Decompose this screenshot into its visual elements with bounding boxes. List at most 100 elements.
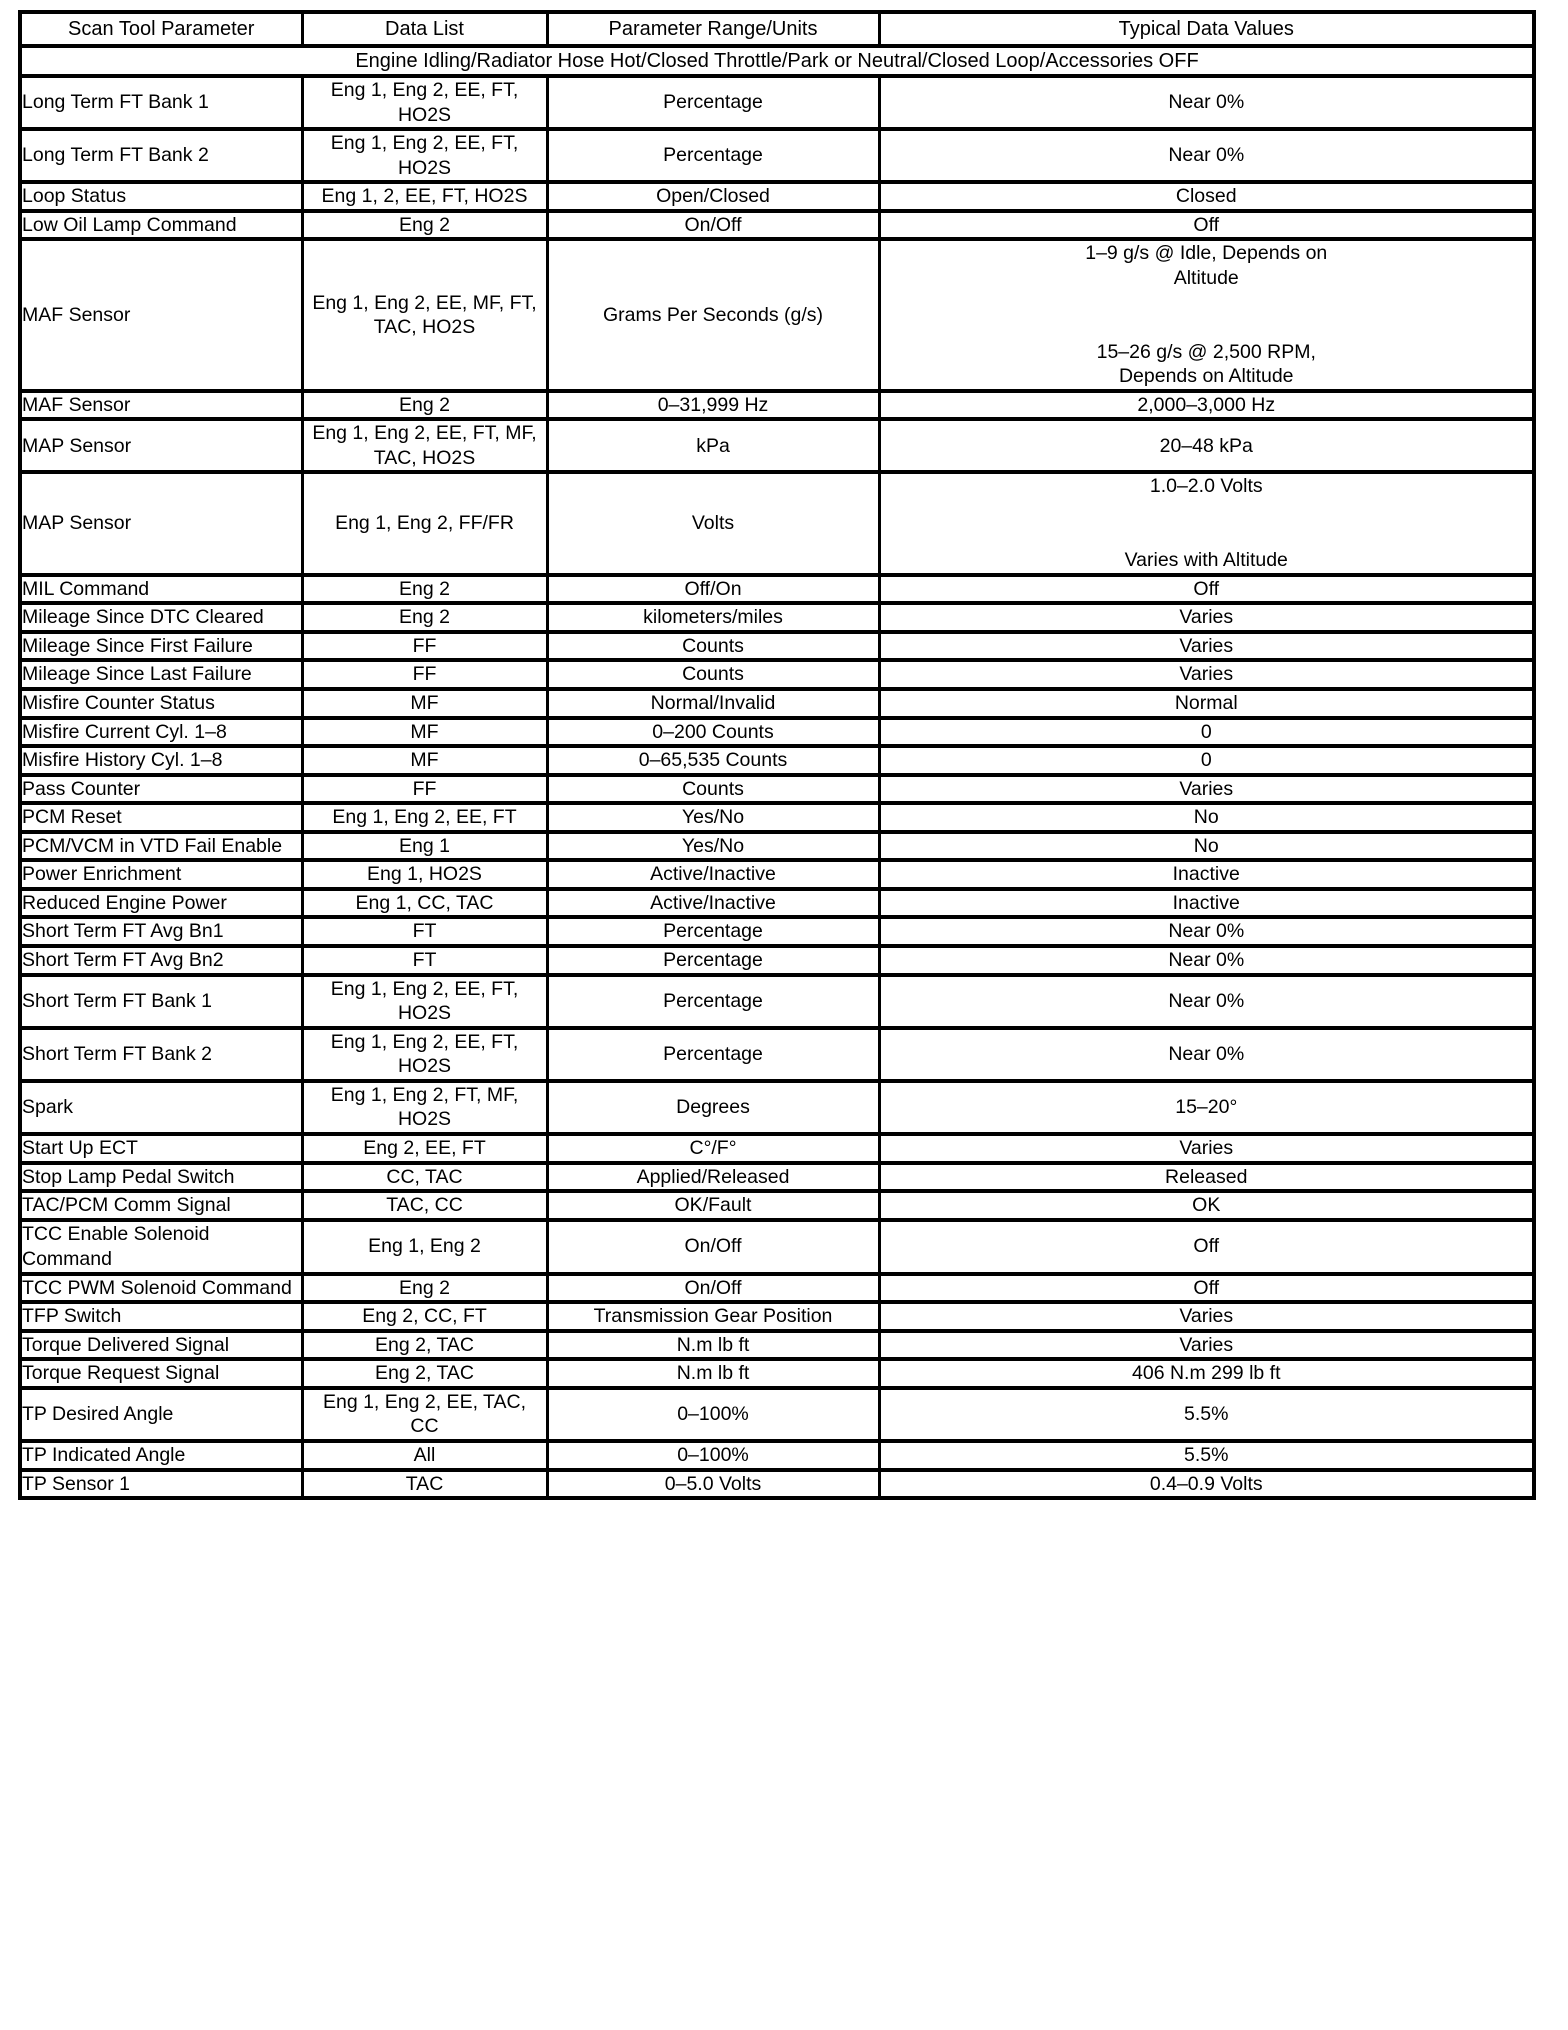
cell-typical-data-values: Varies (877, 772, 1536, 806)
cell-parameter-range-units: 0–100% (545, 1385, 881, 1444)
cell-scan-tool-parameter: Reduced Engine Power (18, 886, 304, 920)
cell-scan-tool-parameter: PCM Reset (18, 801, 304, 834)
cell-data-list: Eng 1, Eng 2, EE, FT, MF, TAC, HO2S (300, 417, 549, 475)
table-row: Reduced Engine Power Eng 1, CC, TAC Active… (18, 886, 1536, 920)
cell-data-list: Eng 1, CC, TAC (300, 886, 549, 920)
cell-data-list: TAC (300, 1467, 549, 1501)
cell-scan-tool-parameter: Low Oil Lamp Command (18, 208, 304, 242)
cell-data-list: Eng 2 (300, 1271, 549, 1305)
cell-typical-data-values: 0 (877, 744, 1536, 777)
cell-scan-tool-parameter: MAP Sensor (18, 470, 304, 577)
table-row: Long Term FT Bank 1 Eng 1, Eng 2, EE, FT,… (18, 73, 1536, 132)
table-row: Short Term FT Bank 1 Eng 1, Eng 2, EE, FT… (18, 972, 1536, 1030)
cell-data-list: FF (300, 772, 549, 806)
cell-scan-tool-parameter: TP Indicated Angle (18, 1439, 304, 1472)
cell-typical-data-values: 1.0–2.0 Volts Varies with Altitude (877, 470, 1536, 577)
cell-data-list: CC, TAC (300, 1160, 549, 1194)
table-row: Misfire Counter Status MF Normal/Invalid No… (18, 686, 1536, 720)
cell-parameter-range-units: Percentage (545, 127, 881, 185)
cell-scan-tool-parameter: TCC PWM Solenoid Command (18, 1271, 304, 1305)
table-row: Short Term FT Bank 2 Eng 1, Eng 2, EE, FT… (18, 1025, 1536, 1083)
cell-parameter-range-units: Grams Per Seconds (g/s) (545, 237, 881, 393)
cell-typical-data-values: Inactive (877, 858, 1536, 891)
cell-data-list: MF (300, 715, 549, 749)
cell-data-list: MF (300, 744, 549, 777)
cell-parameter-range-units: On/Off (545, 208, 881, 242)
cell-parameter-range-units: Open/Closed (545, 180, 881, 213)
cell-typical-data-values: Off (877, 1217, 1536, 1276)
table-row: PCM/VCM in VTD Fail Enable Eng 1 Yes/No No (18, 829, 1536, 863)
cell-typical-data-values: No (877, 829, 1536, 863)
cell-parameter-range-units: Counts (545, 629, 881, 663)
cell-parameter-range-units: Percentage (545, 972, 881, 1030)
table-row: MAP Sensor Eng 1, Eng 2, EE, FT, MF, TAC,… (18, 417, 1536, 475)
cell-data-list: FT (300, 944, 549, 977)
cell-parameter-range-units: On/Off (545, 1271, 881, 1305)
table-row: Power Enrichment Eng 1, HO2S Active/Inacti… (18, 858, 1536, 891)
cell-typical-data-values: Near 0% (877, 127, 1536, 185)
cell-typical-data-values: Varies (877, 1131, 1536, 1165)
cell-scan-tool-parameter: Short Term FT Avg Bn2 (18, 944, 304, 977)
table-row: PCM Reset Eng 1, Eng 2, EE, FT Yes/No No (18, 801, 1536, 834)
table-row: MAP Sensor Eng 1, Eng 2, FF/FR Volts 1.0–2.… (18, 470, 1536, 577)
cell-data-list: Eng 1, Eng 2, EE, FT, HO2S (300, 972, 549, 1030)
cell-scan-tool-parameter: TCC Enable Solenoid Command (18, 1217, 304, 1276)
cell-parameter-range-units: Yes/No (545, 801, 881, 834)
cell-parameter-range-units: 0–31,999 Hz (545, 388, 881, 422)
table-row: TP Sensor 1 TAC 0–5.0 Volts 0.4–0.9 Volts (18, 1467, 1536, 1501)
cell-parameter-range-units: Counts (545, 772, 881, 806)
condition-banner: Engine Idling/Radiator Hose Hot/Closed T… (18, 44, 1536, 78)
table-row: TAC/PCM Comm Signal TAC, CC OK/Fault OK (18, 1189, 1536, 1222)
table-row: Mileage Since DTC Cleared Eng 2 kilometers… (18, 601, 1536, 634)
cell-typical-data-values: Normal (877, 686, 1536, 720)
cell-typical-data-values: Varies (877, 1300, 1536, 1333)
table-row: Long Term FT Bank 2 Eng 1, Eng 2, EE, FT,… (18, 127, 1536, 185)
column-header-data-list: Data List (300, 10, 549, 48)
cell-data-list: Eng 1, Eng 2, FF/FR (300, 470, 549, 577)
cell-scan-tool-parameter: TP Sensor 1 (18, 1467, 304, 1501)
cell-parameter-range-units: Percentage (545, 915, 881, 948)
cell-parameter-range-units: Applied/Released (545, 1160, 881, 1194)
cell-data-list: Eng 2 (300, 208, 549, 242)
cell-data-list: Eng 2 (300, 572, 549, 606)
cell-scan-tool-parameter: MAF Sensor (18, 388, 304, 422)
cell-scan-tool-parameter: Short Term FT Bank 2 (18, 1025, 304, 1083)
cell-parameter-range-units: Normal/Invalid (545, 686, 881, 720)
cell-typical-data-values: No (877, 801, 1536, 834)
cell-data-list: Eng 2 (300, 388, 549, 422)
cell-parameter-range-units: On/Off (545, 1217, 881, 1276)
cell-typical-data-values: 5.5% (877, 1385, 1536, 1444)
cell-parameter-range-units: Transmission Gear Position (545, 1300, 881, 1333)
cell-scan-tool-parameter: Torque Request Signal (18, 1357, 304, 1390)
table-row: MAF Sensor Eng 2 0–31,999 Hz 2,000–3,000 Hz (18, 388, 1536, 422)
cell-data-list: Eng 1, Eng 2 (300, 1217, 549, 1276)
table-row: TP Desired Angle Eng 1, Eng 2, EE, TAC, C… (18, 1385, 1536, 1444)
table-row: TFP Switch Eng 2, CC, FT Transmission Gear… (18, 1300, 1536, 1333)
cell-typical-data-values: Varies (877, 658, 1536, 691)
table-row: Low Oil Lamp Command Eng 2 On/Off Off (18, 208, 1536, 242)
cell-scan-tool-parameter: Power Enrichment (18, 858, 304, 891)
cell-scan-tool-parameter: Torque Delivered Signal (18, 1328, 304, 1362)
scan-tool-parameter-table: Scan Tool Parameter Data List Parameter … (18, 10, 1536, 1501)
table-row: Torque Request Signal Eng 2, TAC N.m lb ft… (18, 1357, 1536, 1390)
cell-scan-tool-parameter: TP Desired Angle (18, 1385, 304, 1444)
cell-data-list: Eng 1, Eng 2, EE, FT (300, 801, 549, 834)
table-row: Mileage Since Last Failure FF Counts Varies (18, 658, 1536, 691)
cell-typical-data-values: Varies (877, 1328, 1536, 1362)
cell-typical-data-values: 5.5% (877, 1439, 1536, 1472)
cell-data-list: Eng 1, Eng 2, EE, MF, FT, TAC, HO2S (300, 237, 549, 393)
table-row: Misfire Current Cyl. 1–8 MF 0–200 Counts 0 (18, 715, 1536, 749)
table-row: MIL Command Eng 2 Off/On Off (18, 572, 1536, 606)
table-row: Pass Counter FF Counts Varies (18, 772, 1536, 806)
cell-typical-data-values: Off (877, 208, 1536, 242)
cell-typical-data-values: 1–9 g/s @ Idle, Depends on Altitude 15–2… (877, 237, 1536, 393)
table-row: Loop Status Eng 1, 2, EE, FT, HO2S Open/Cl… (18, 180, 1536, 213)
cell-scan-tool-parameter: Mileage Since DTC Cleared (18, 601, 304, 634)
condition-banner-row: Engine Idling/Radiator Hose Hot/Closed T… (18, 44, 1536, 78)
cell-parameter-range-units: Percentage (545, 1025, 881, 1083)
cell-scan-tool-parameter: Pass Counter (18, 772, 304, 806)
cell-parameter-range-units: Off/On (545, 572, 881, 606)
cell-scan-tool-parameter: TAC/PCM Comm Signal (18, 1189, 304, 1222)
cell-parameter-range-units: 0–100% (545, 1439, 881, 1472)
cell-typical-data-values: Closed (877, 180, 1536, 213)
